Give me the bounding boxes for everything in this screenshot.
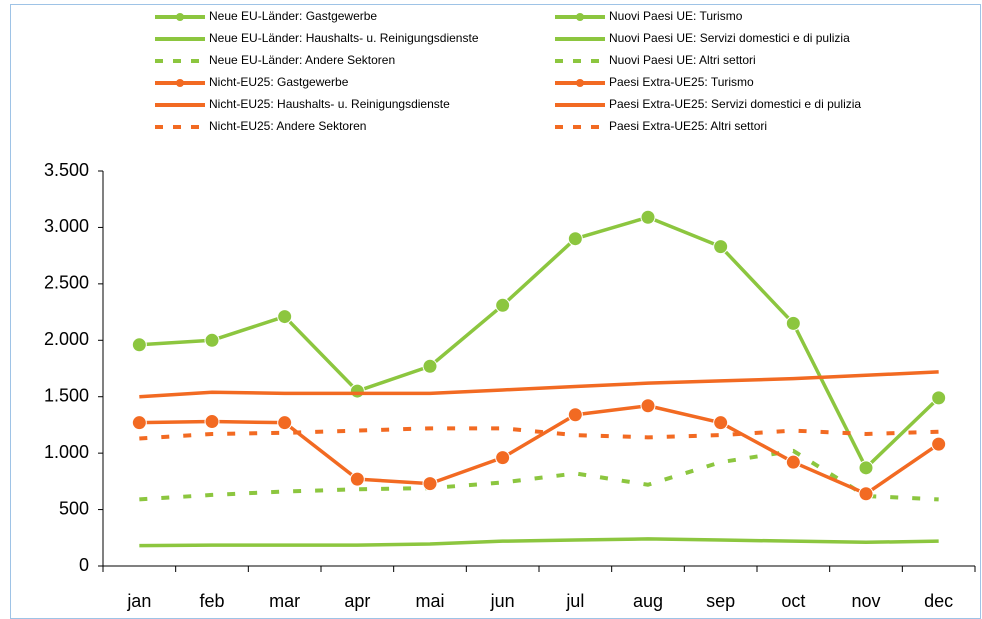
- series-marker: [204, 332, 220, 348]
- legend-label: Neue EU-Länder: Andere Sektoren: [209, 53, 395, 67]
- legend-label: Nicht-EU25: Haushalts- u. Reinigungsdien…: [209, 97, 450, 111]
- series-line: [139, 426, 939, 441]
- series-marker: [640, 398, 656, 414]
- series-marker: [858, 486, 874, 502]
- legend-marker: [176, 79, 184, 87]
- legend-label: Nuovi Paesi UE: Servizi domestici e di p…: [609, 31, 850, 45]
- y-tick-label: 500: [59, 498, 89, 518]
- series-line: [139, 403, 940, 496]
- x-tick-label: aug: [633, 591, 663, 611]
- series-marker: [277, 309, 293, 325]
- legend-label: Nicht-EU25: Andere Sektoren: [209, 119, 366, 133]
- legend-label: Paesi Extra-UE25: Servizi domestici e di…: [609, 97, 861, 111]
- series-marker: [131, 337, 147, 353]
- legend-label: Nuovi Paesi UE: Turismo: [609, 9, 743, 23]
- series-marker: [495, 450, 511, 466]
- legend-label: Nicht-EU25: Gastgewerbe: [209, 75, 349, 89]
- series-marker: [422, 476, 438, 492]
- series-marker: [640, 209, 656, 225]
- legend-label: Neue EU-Länder: Gastgewerbe: [209, 9, 377, 23]
- series-marker: [204, 414, 220, 430]
- legend-label: Paesi Extra-UE25: Altri settori: [609, 119, 767, 133]
- y-tick-label: 2.000: [44, 329, 89, 349]
- series-marker: [785, 315, 801, 331]
- series-marker: [931, 436, 947, 452]
- legend-label: Nuovi Paesi UE: Altri settori: [609, 53, 756, 67]
- y-tick-label: 3.000: [44, 216, 89, 236]
- legend-label: Neue EU-Länder: Haushalts- u. Reinigungs…: [209, 31, 479, 45]
- series-marker: [567, 231, 583, 247]
- x-tick-label: apr: [344, 591, 370, 611]
- series-marker: [277, 415, 293, 431]
- series-line: [139, 537, 939, 548]
- legend-marker: [576, 79, 584, 87]
- x-tick-label: dec: [924, 591, 953, 611]
- series-marker: [785, 454, 801, 470]
- y-tick-label: 3.500: [44, 160, 89, 180]
- legend-marker: [576, 13, 584, 21]
- series-line: [139, 215, 940, 470]
- y-tick-label: 2.500: [44, 273, 89, 293]
- y-tick-label: 1.000: [44, 442, 89, 462]
- x-tick-label: jan: [126, 591, 151, 611]
- x-tick-label: oct: [781, 591, 805, 611]
- x-tick-label: feb: [199, 591, 224, 611]
- x-tick-label: jun: [490, 591, 515, 611]
- series-line: [139, 448, 939, 502]
- series-marker: [931, 390, 947, 406]
- x-tick-label: mar: [269, 591, 300, 611]
- series-marker: [131, 415, 147, 431]
- x-tick-label: nov: [851, 591, 880, 611]
- series-marker: [349, 471, 365, 487]
- y-tick-label: 1.500: [44, 385, 89, 405]
- x-tick-label: mai: [415, 591, 444, 611]
- series-marker: [858, 460, 874, 476]
- x-tick-label: sep: [706, 591, 735, 611]
- y-tick-label: 0: [79, 555, 89, 575]
- series-marker: [422, 358, 438, 374]
- series-marker: [567, 407, 583, 423]
- series-marker: [349, 383, 365, 399]
- series-marker: [495, 297, 511, 313]
- x-tick-label: jul: [565, 591, 584, 611]
- series-marker: [713, 415, 729, 431]
- series-line: [139, 370, 939, 399]
- legend-marker: [176, 13, 184, 21]
- series-marker: [713, 239, 729, 255]
- legend-label: Paesi Extra-UE25: Turismo: [609, 75, 754, 89]
